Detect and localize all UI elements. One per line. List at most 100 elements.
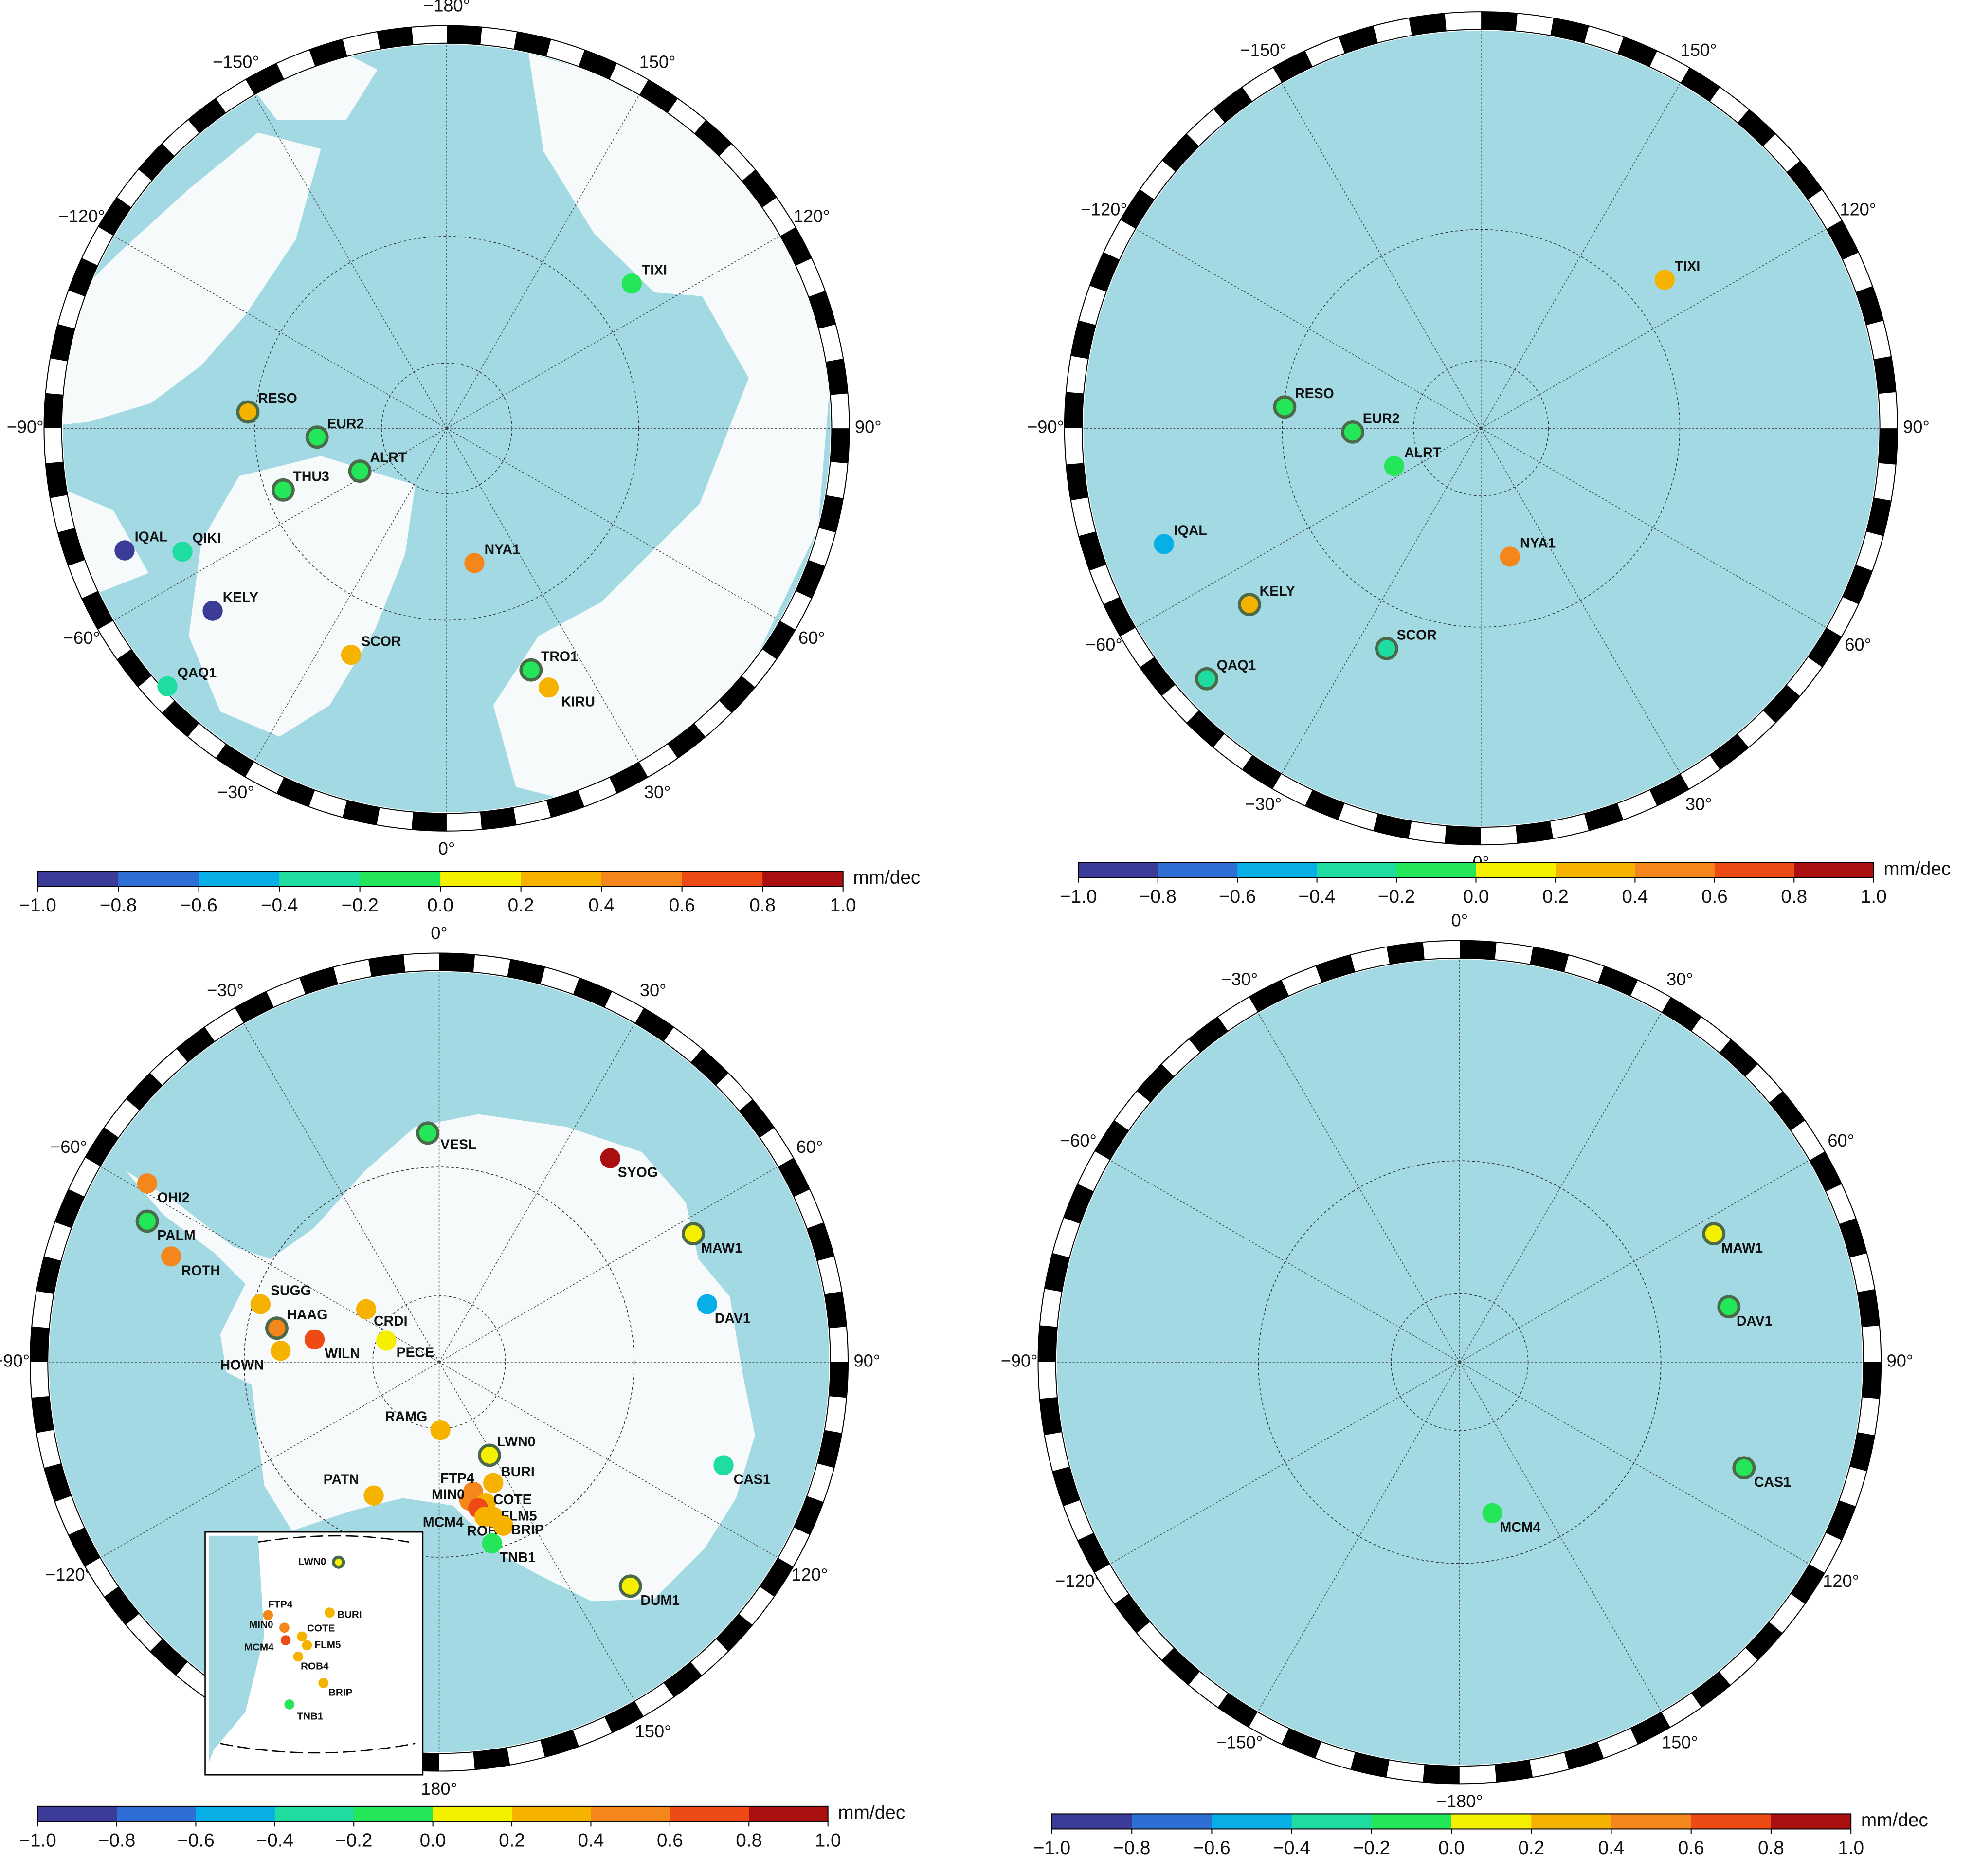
station-marker xyxy=(416,1121,440,1145)
station-marker xyxy=(1482,1503,1502,1524)
station-marker xyxy=(1717,1295,1741,1319)
meridian xyxy=(1110,1362,1460,1564)
colorbar-label: 0.6 xyxy=(1678,1838,1704,1858)
longitude-label: −120° xyxy=(1055,1571,1102,1591)
colorbar-label: 1.0 xyxy=(1861,886,1887,907)
inset: LWN0 BURI FTP4 MIN0 COTE MCM4 ROB4 FLM5 BRIP TNB1 xyxy=(204,1531,424,1776)
station-label: QAQ1 xyxy=(1217,657,1256,673)
station-marker xyxy=(464,553,485,573)
latitude-circle xyxy=(1413,360,1549,496)
landmass xyxy=(126,1114,755,1602)
longitude-label: −30° xyxy=(1245,794,1282,814)
station-label: PALM xyxy=(157,1228,195,1243)
station-marker xyxy=(305,425,329,449)
station-label: TNB1 xyxy=(500,1550,536,1566)
station-marker xyxy=(1238,593,1261,617)
station-label: MIN0 xyxy=(249,1619,273,1630)
station-marker xyxy=(430,1420,451,1440)
colorbar-label: −0.4 xyxy=(256,1830,294,1851)
meridian xyxy=(438,1362,635,1700)
meridian xyxy=(1110,1160,1460,1363)
map-panel: 0° 30° 60° 90° 120° 150° 180° −120° −90° −60° −30°… xyxy=(0,923,905,1851)
station-marker xyxy=(284,1699,295,1710)
colorbar-label: −0.2 xyxy=(341,895,379,916)
station-marker xyxy=(250,1294,271,1314)
station-label: BURI xyxy=(337,1609,362,1620)
colorbar-segment xyxy=(1078,862,1158,878)
colorbar-segment xyxy=(274,1806,354,1821)
colorbar-segment xyxy=(1611,1814,1692,1829)
colorbar-label: −0.4 xyxy=(1273,1838,1310,1858)
colorbar-label: 1.0 xyxy=(830,895,856,916)
colorbar-segment xyxy=(1371,1814,1452,1829)
longitude-label: 120° xyxy=(1840,199,1876,219)
frame-edge xyxy=(61,42,833,814)
meridian xyxy=(1459,1160,1809,1363)
colorbar-label: 0.8 xyxy=(1758,1838,1784,1858)
station-label: NYA1 xyxy=(485,542,520,557)
station-marker xyxy=(682,1222,705,1246)
longitude-label: 120° xyxy=(794,206,830,226)
colorbar-label: −1.0 xyxy=(1060,886,1097,907)
colorbar-segment xyxy=(1714,862,1795,878)
colorbar-segment xyxy=(1212,1814,1292,1829)
station-label: NYA1 xyxy=(1520,536,1556,551)
colorbar-segment xyxy=(196,1806,275,1821)
colorbar-label: −1.0 xyxy=(19,895,56,916)
station-marker xyxy=(1375,637,1398,660)
colorbar-label: −0.6 xyxy=(1219,886,1256,907)
colorbar-label: −0.2 xyxy=(335,1830,373,1851)
colorbar-segment xyxy=(1291,1814,1372,1829)
map-panel: −180°150°120°90°60°30°0°−30°−60°−90°−120… xyxy=(1027,0,1951,907)
longitude-label: −150° xyxy=(1216,1732,1263,1752)
longitude-label: 60° xyxy=(796,1137,823,1157)
station-marker xyxy=(1195,667,1218,691)
colorbar-label: 0.4 xyxy=(578,1830,604,1851)
station-marker xyxy=(538,677,559,698)
station-marker xyxy=(271,1341,291,1361)
station-label: SYOG xyxy=(618,1165,658,1181)
station-label: QAQ1 xyxy=(178,665,217,681)
colorbar-segment xyxy=(118,871,199,887)
colorbar-label: 1.0 xyxy=(815,1830,841,1851)
station-marker xyxy=(363,1485,384,1506)
colorbar-label: 0.6 xyxy=(657,1830,683,1851)
station-marker xyxy=(297,1631,308,1642)
station-label: DAV1 xyxy=(715,1311,751,1327)
colorbar-segment xyxy=(1691,1814,1772,1829)
station-label: MIN0 xyxy=(432,1487,465,1503)
colorbar-segment xyxy=(1771,1814,1851,1829)
longitude-label: −60° xyxy=(50,1137,87,1157)
longitude-label: 30° xyxy=(644,782,671,802)
landmass xyxy=(63,132,321,426)
meridian xyxy=(1258,1362,1460,1712)
longitude-label: 150° xyxy=(1662,1732,1698,1752)
frame-edge xyxy=(43,25,850,832)
station-marker xyxy=(263,1610,273,1621)
inset-sea xyxy=(209,1535,265,1763)
map-panel: −180°150°120°90°60°30°0°−30°−60°−90°−120… xyxy=(7,0,921,916)
longitude-label: −90° xyxy=(7,417,44,437)
colorbar-segment xyxy=(354,1806,434,1821)
station-marker xyxy=(236,400,260,424)
longitude-label: 0° xyxy=(438,838,455,858)
colorbar-segment xyxy=(1531,1814,1612,1829)
station-label: FTP4 xyxy=(440,1471,474,1486)
station-marker xyxy=(1273,395,1297,419)
colorbar-segment xyxy=(1132,1814,1213,1829)
longitude-label: 90° xyxy=(1903,417,1930,437)
colorbar-segment xyxy=(591,1806,670,1821)
longitude-label: 30° xyxy=(640,980,667,1000)
station-label: KELY xyxy=(223,590,258,605)
meridian xyxy=(244,1024,440,1363)
station-marker xyxy=(713,1455,734,1475)
station-marker xyxy=(325,1607,335,1618)
colorbar-segment xyxy=(1237,862,1318,878)
station-marker xyxy=(618,1574,642,1598)
inset-graticule xyxy=(220,1535,416,1754)
longitude-label: 150° xyxy=(1681,40,1717,60)
map-panel: 0° 30° 60° 90° 120° 150° −180° −150° −120° −90° −6… xyxy=(1001,910,1928,1858)
frame-edge xyxy=(1064,11,1898,846)
colorbar-segment xyxy=(1451,1814,1532,1829)
station-marker xyxy=(1654,270,1675,290)
